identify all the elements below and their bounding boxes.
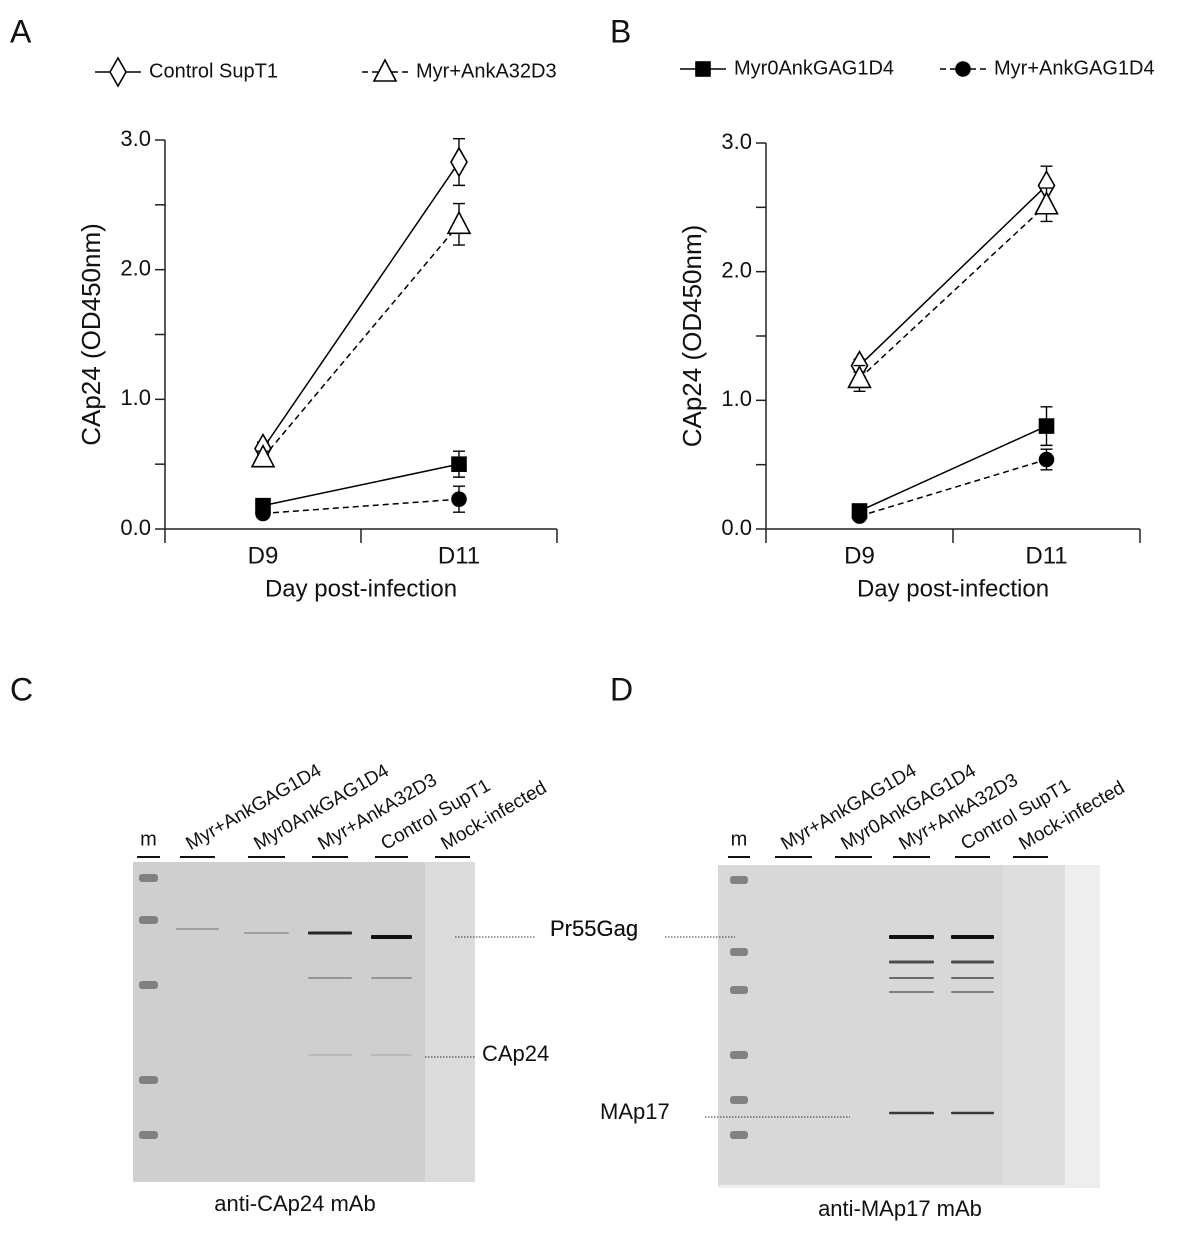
protein-band — [371, 935, 412, 939]
protein-band — [889, 991, 934, 993]
marker-circle — [1038, 451, 1055, 468]
protein-band — [889, 977, 934, 979]
series-line — [262, 161, 460, 450]
protein-band — [951, 1111, 994, 1115]
protein-band — [308, 1054, 352, 1056]
marker-triangle — [446, 210, 472, 235]
y-axis-label: CAp24 (OD450nm) — [76, 223, 106, 446]
marker-lane-label: m — [731, 828, 748, 850]
ladder-band — [139, 981, 158, 989]
marker-square — [1038, 418, 1055, 434]
protein-band — [371, 1054, 412, 1056]
y-axis-label: CAp24 (OD450nm) — [677, 225, 707, 448]
x-axis-label: Day post-infection — [857, 575, 1049, 602]
protein-band — [889, 960, 934, 964]
y-tick-label: 1.0 — [721, 386, 752, 411]
x-tick-label: D11 — [1025, 542, 1067, 569]
x-axis-label: Day post-infection — [265, 575, 457, 602]
y-tick-label: 0.0 — [120, 515, 151, 540]
marker-square — [695, 61, 711, 77]
protein-band — [951, 991, 994, 993]
marker-triangle — [847, 364, 872, 389]
y-tick-label: 2.0 — [721, 257, 752, 282]
blot-membrane — [133, 862, 475, 1182]
ladder-band — [730, 876, 748, 884]
y-tick-label: 0.0 — [721, 515, 752, 540]
protein-band — [951, 935, 994, 939]
marker-circle — [451, 491, 467, 507]
marker-circle — [955, 61, 971, 77]
marker-triangle — [372, 58, 398, 82]
protein-band — [951, 960, 994, 964]
annotation-label: Pr55Gag — [550, 916, 638, 941]
marker-circle — [255, 505, 271, 522]
ladder-band — [139, 874, 158, 882]
legend-label: Myr+AnkGAG1D4 — [994, 57, 1155, 79]
ladder-band — [139, 1076, 158, 1084]
y-tick-label: 1.0 — [120, 385, 151, 410]
blot-lane-clear — [1003, 865, 1065, 1185]
series-line — [858, 184, 1048, 367]
x-tick-label: D9 — [844, 542, 875, 569]
ladder-band — [730, 986, 748, 994]
marker-square — [451, 456, 467, 472]
ladder-band — [730, 948, 748, 956]
series-line — [262, 223, 460, 459]
series-line — [859, 458, 1047, 517]
protein-band — [244, 932, 289, 934]
protein-band — [951, 977, 994, 979]
y-tick-label: 3.0 — [721, 129, 752, 154]
x-tick-label: D11 — [438, 542, 480, 569]
ladder-band — [730, 1096, 748, 1104]
y-tick-label: 2.0 — [120, 255, 151, 280]
series-line — [262, 498, 460, 515]
blot-caption: anti-CAp24 mAb — [214, 1191, 375, 1216]
ladder-band — [730, 1131, 748, 1139]
annotation-label: CAp24 — [482, 1041, 549, 1066]
blot-lane-clear — [425, 862, 475, 1182]
panel-label: C — [10, 671, 33, 707]
protein-band — [308, 931, 352, 935]
legend-label: Control SupT1 — [149, 60, 278, 82]
marker-triangle — [250, 443, 276, 468]
series-line — [859, 425, 1047, 512]
series-line — [858, 204, 1048, 380]
series-line — [262, 463, 460, 507]
protein-band — [308, 977, 352, 979]
marker-lane-label: m — [140, 828, 157, 850]
annotation-label: MAp17 — [600, 1099, 670, 1124]
annotation-label: Pr55Gag — [550, 916, 638, 941]
marker-circle — [851, 508, 868, 524]
ladder-band — [139, 916, 158, 924]
marker-diamond — [109, 56, 127, 88]
legend-label: Myr0AnkGAG1D4 — [734, 57, 894, 79]
ladder-band — [730, 1051, 748, 1059]
panel-label: A — [10, 13, 32, 49]
protein-band — [889, 1111, 934, 1115]
panel-label: D — [610, 671, 633, 707]
panel-label: B — [610, 13, 631, 49]
marker-diamond — [450, 146, 468, 178]
protein-band — [176, 928, 219, 930]
protein-band — [371, 977, 412, 979]
blot-caption: anti-MAp17 mAb — [818, 1196, 982, 1221]
y-tick-label: 3.0 — [120, 126, 151, 151]
legend-label: Myr+AnkA32D3 — [416, 60, 557, 82]
marker-triangle — [1034, 191, 1059, 215]
x-tick-label: D9 — [248, 542, 279, 569]
protein-band — [889, 935, 934, 939]
ladder-band — [139, 1131, 158, 1139]
